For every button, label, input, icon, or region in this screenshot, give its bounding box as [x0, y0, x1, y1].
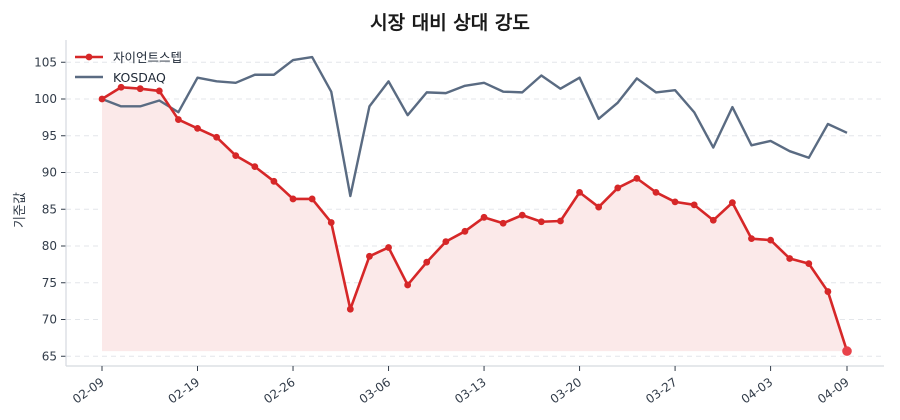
data-point: [442, 238, 450, 245]
data-point: [805, 260, 813, 268]
data-point: [671, 198, 679, 206]
axes: [61, 40, 884, 371]
data-point: [537, 218, 545, 226]
y-tick-label: 105: [34, 55, 57, 69]
y-tick-label: 100: [34, 92, 57, 106]
data-point: [136, 85, 144, 93]
data-point: [614, 184, 622, 192]
data-point: [404, 281, 412, 289]
x-tick-label: 03-27: [643, 375, 680, 406]
data-point: [480, 213, 488, 221]
data-point: [117, 83, 125, 91]
data-point: [499, 219, 507, 227]
x-tick-label: 03-20: [548, 375, 585, 406]
y-tick-label: 85: [42, 202, 57, 216]
data-point: [461, 227, 469, 235]
data-point: [557, 217, 564, 225]
data-point: [251, 163, 259, 171]
y-tick-label: 75: [42, 276, 57, 290]
data-point: [308, 195, 316, 203]
x-tick-label: 02-26: [261, 375, 298, 406]
data-point: [748, 235, 755, 243]
x-tick-label: 03-06: [357, 375, 394, 406]
stock-area-fill: [102, 87, 847, 352]
stock-line: [98, 83, 852, 356]
data-point: [652, 188, 660, 196]
data-point: [423, 258, 431, 266]
data-point: [155, 87, 163, 95]
data-point: [289, 195, 297, 203]
data-point: [385, 244, 392, 251]
x-tick-label: 04-09: [815, 375, 852, 406]
data-point: [842, 346, 852, 356]
y-axis-label: 기준값: [13, 192, 28, 228]
data-point: [786, 255, 794, 262]
y-tick-label: 95: [42, 129, 57, 143]
data-point: [767, 236, 774, 244]
y-tick-label: 70: [42, 313, 57, 327]
chart-title: 시장 대비 상대 강도: [370, 12, 530, 34]
data-point: [270, 177, 278, 185]
data-point: [232, 152, 240, 159]
data-point: [518, 211, 526, 219]
x-tick-label: 02-19: [166, 375, 203, 406]
y-tick-label: 80: [42, 239, 57, 253]
data-point: [98, 95, 106, 103]
data-point: [175, 116, 182, 123]
legend-kosdaq-label: KOSDAQ: [113, 70, 166, 85]
data-point: [633, 174, 641, 182]
legend-stock-label: 자이언트스텝: [113, 50, 182, 65]
x-tick-label: 03-13: [452, 375, 489, 406]
data-point: [824, 288, 832, 295]
y-tick-label: 90: [42, 166, 57, 180]
data-point: [366, 252, 373, 260]
x-tick-label: 04-03: [739, 375, 776, 406]
data-point: [327, 219, 335, 226]
y-tick-label: 65: [42, 349, 57, 363]
data-point: [576, 188, 583, 196]
data-point: [595, 203, 603, 211]
data-point: [728, 199, 736, 207]
legend: 자이언트스텝 KOSDAQ: [75, 50, 182, 85]
data-point: [194, 124, 201, 132]
kosdaq-line: [101, 55, 848, 198]
data-point: [346, 305, 354, 313]
data-point: [213, 133, 221, 141]
data-point: [709, 216, 717, 224]
data-point: [690, 201, 698, 209]
x-tick-label: 02-09: [70, 375, 107, 406]
